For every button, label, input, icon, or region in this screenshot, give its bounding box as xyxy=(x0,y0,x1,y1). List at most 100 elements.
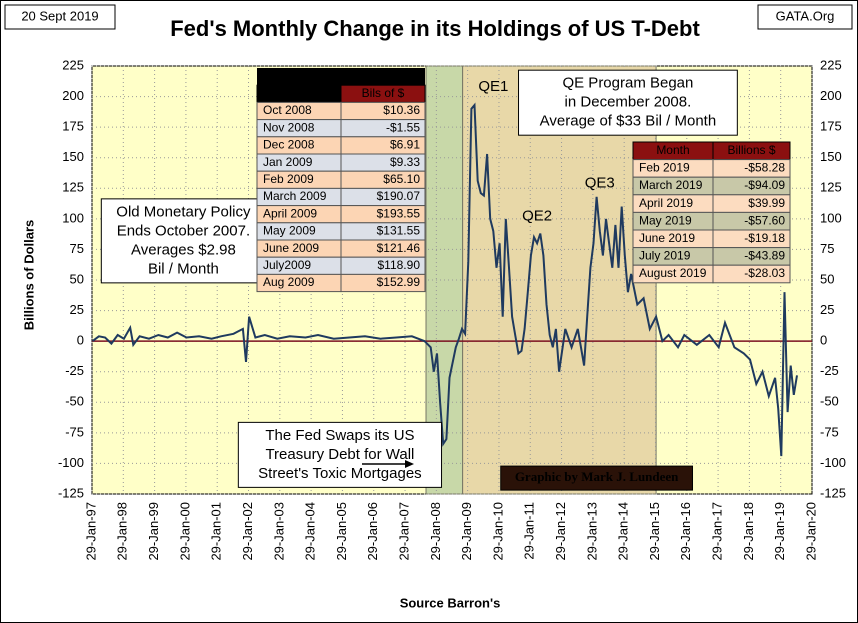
x-tick-label: 29-Jan-99 xyxy=(146,502,161,561)
table-cell: Feb 2019 xyxy=(639,161,690,175)
y-tick-label: -100 xyxy=(58,455,84,470)
x-tick-label: 29-Jan-97 xyxy=(83,502,98,561)
table-cell: $193.55 xyxy=(377,206,421,220)
site: GATA.Org xyxy=(776,8,835,23)
x-tick-label: 29-Jan-07 xyxy=(396,502,411,561)
y-tick-label: 200 xyxy=(62,88,84,103)
table-cell: -$94.09 xyxy=(744,178,785,192)
y2-tick-label: 0 xyxy=(820,333,827,348)
x-tick-label: 29-Jan-08 xyxy=(428,502,443,561)
x-tick-label: 29-Jan-00 xyxy=(177,502,192,561)
table-title: Fed's Monthly Purchases xyxy=(274,69,408,83)
x-tick-label: 29-Jan-15 xyxy=(647,502,662,561)
y-tick-label: -50 xyxy=(65,394,84,409)
x-tick-label: 29-Jan-09 xyxy=(459,502,474,561)
x-tick-label: 29-Jan-10 xyxy=(490,502,505,561)
table-cell: -$28.03 xyxy=(744,266,785,280)
table-header: Billions $ xyxy=(727,143,775,157)
table-header: Month xyxy=(656,143,689,157)
table-cell: $152.99 xyxy=(377,275,421,289)
annotation-text: QE3 xyxy=(585,174,615,191)
y-tick-label: 150 xyxy=(62,149,84,164)
data-line xyxy=(91,102,798,457)
annotation-text: Averages $2.98 xyxy=(131,241,236,258)
table-cell-bg xyxy=(712,264,791,284)
table-cell: June 2019 xyxy=(639,231,695,245)
annotation-text: Graphic by Mark J. Lundeen xyxy=(515,469,679,484)
table-cell: April 2009 xyxy=(263,206,317,220)
x-axis-label: Source Barron's xyxy=(400,595,501,610)
table-header: Bils of $ xyxy=(362,86,405,100)
annotation-text: Old Monetary Policy xyxy=(116,203,251,220)
x-tick-label: 29-Jan-18 xyxy=(741,502,756,561)
x-tick-label: 29-Jan-17 xyxy=(710,502,725,561)
y2-tick-label: 75 xyxy=(820,241,834,256)
x-tick-label: 29-Jan-14 xyxy=(616,502,631,561)
site-box xyxy=(757,4,853,30)
table-cell: $118.90 xyxy=(378,258,421,272)
table-cell: Aug 2009 xyxy=(263,275,315,289)
table-cell: July 2019 xyxy=(639,249,691,263)
y2-tick-label: -50 xyxy=(820,394,839,409)
table-cell: $9.33 xyxy=(390,155,420,169)
date: 20 Sept 2019 xyxy=(21,8,98,23)
table-cell: $131.55 xyxy=(377,224,421,238)
annotation-text: QE Program Began xyxy=(562,75,693,92)
annotation-text: The Fed Swaps its US xyxy=(265,427,414,444)
x-tick-label: 29-Jan-02 xyxy=(240,502,255,561)
x-tick-label: 29-Jan-06 xyxy=(365,502,380,561)
annotation-box xyxy=(100,198,267,284)
table-cell: -$19.18 xyxy=(744,231,785,245)
table-cell: June 2009 xyxy=(263,241,319,255)
table-cell: $6.91 xyxy=(390,138,420,152)
table-cell-bg xyxy=(340,273,426,293)
y2-tick-label: 175 xyxy=(820,119,842,134)
y2-tick-label: 50 xyxy=(820,271,834,286)
y2-tick-label: -25 xyxy=(820,363,839,378)
table-cell: March 2019 xyxy=(639,178,703,192)
x-tick-label: 29-Jan-19 xyxy=(772,502,787,561)
y2-tick-label: -125 xyxy=(820,485,846,500)
y-axis-label: Billions of Dollars xyxy=(21,220,36,331)
table-cell: Jan 2009 xyxy=(263,155,313,169)
annotation-text: QE2 xyxy=(522,207,552,224)
x-tick-label: 29-Jan-16 xyxy=(678,502,693,561)
y-tick-label: 0 xyxy=(77,333,84,348)
table-cell: $10.36 xyxy=(383,103,420,117)
table-title-bg xyxy=(257,68,425,86)
y-tick-label: 25 xyxy=(70,302,84,317)
y-tick-label: -25 xyxy=(65,363,84,378)
annotation-text: Average of $33 Bil / Month xyxy=(540,113,717,130)
y2-tick-label: 225 xyxy=(820,57,842,72)
annotation-text: Street's Toxic Mortgages xyxy=(258,465,422,482)
y2-tick-label: 25 xyxy=(820,302,834,317)
table-cell: $190.07 xyxy=(377,189,421,203)
y-tick-label: 175 xyxy=(62,119,84,134)
annotation-text: Ends October 2007. xyxy=(117,222,250,239)
table-cell: July2009 xyxy=(263,258,311,272)
x-tick-label: 29-Jan-13 xyxy=(584,502,599,561)
table-cell: -$1.55 xyxy=(386,120,420,134)
credit-box xyxy=(500,465,694,491)
annotation-box xyxy=(518,69,738,136)
x-tick-label: 29-Jan-12 xyxy=(553,502,568,561)
y2-tick-label: 100 xyxy=(820,210,842,225)
y-tick-label: -75 xyxy=(65,424,84,439)
table-cell: August 2019 xyxy=(639,266,707,280)
table-cell: $65.10 xyxy=(383,172,420,186)
annotation-text: in December 2008. xyxy=(565,94,692,111)
x-tick-label: 29-Jan-98 xyxy=(115,502,130,561)
x-tick-label: 29-Jan-05 xyxy=(334,502,349,561)
y-tick-label: 100 xyxy=(62,210,84,225)
arrow-head xyxy=(405,460,414,468)
table-cell: May 2009 xyxy=(263,224,316,238)
date-box xyxy=(4,4,116,30)
table-cell: -$43.89 xyxy=(744,249,785,263)
x-tick-label: 29-Jan-20 xyxy=(803,502,818,561)
table-cell: Feb 2009 xyxy=(263,172,314,186)
annotation-text: Bil / Month xyxy=(148,260,219,277)
table-cell: $121.46 xyxy=(377,241,421,255)
y-tick-label: 75 xyxy=(70,241,84,256)
table-cell: $39.99 xyxy=(748,196,785,210)
